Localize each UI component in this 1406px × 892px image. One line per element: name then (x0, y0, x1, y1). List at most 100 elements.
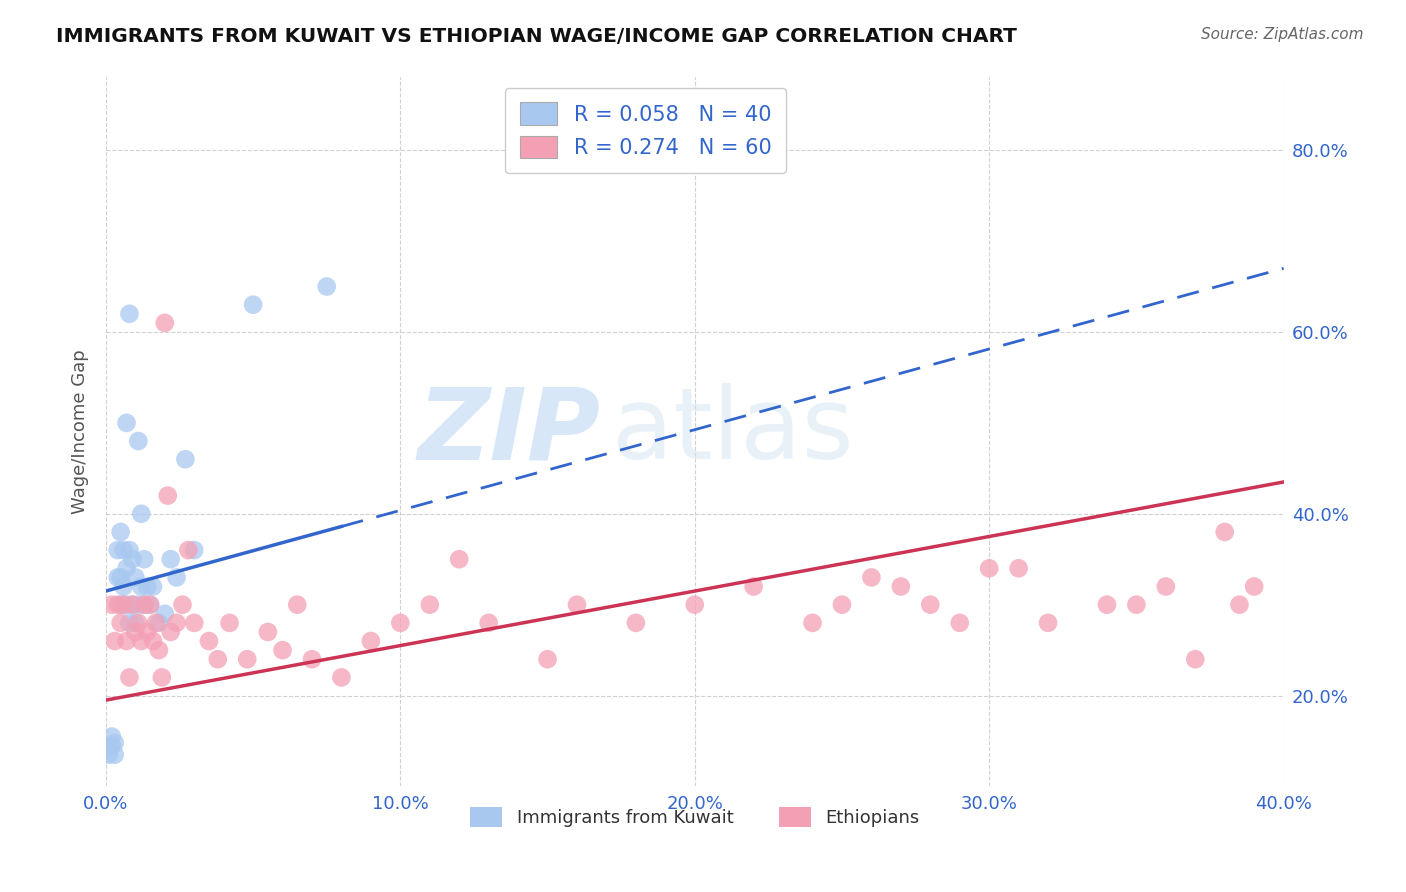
Text: IMMIGRANTS FROM KUWAIT VS ETHIOPIAN WAGE/INCOME GAP CORRELATION CHART: IMMIGRANTS FROM KUWAIT VS ETHIOPIAN WAGE… (56, 27, 1017, 45)
Point (97, 747, 120, 762)
Point (136, 624, 159, 639)
Point (153, 316, 176, 330)
Point (949, 615, 972, 630)
Point (1007, 561, 1029, 575)
Point (104, 747, 127, 762)
Point (315, 279, 337, 293)
Point (271, 643, 294, 657)
Point (218, 615, 240, 630)
Point (127, 615, 149, 630)
Point (742, 580, 765, 594)
Point (118, 615, 141, 630)
Point (134, 598, 156, 612)
Point (177, 543, 200, 558)
Point (121, 598, 143, 612)
Point (129, 634, 152, 648)
Point (801, 615, 824, 630)
Point (166, 570, 188, 584)
Point (112, 598, 135, 612)
Point (890, 580, 912, 594)
Point (145, 615, 167, 630)
Point (624, 615, 647, 630)
Point (110, 598, 132, 612)
Point (159, 624, 181, 639)
Point (129, 507, 152, 521)
Point (134, 552, 156, 566)
Text: atlas: atlas (613, 384, 853, 481)
Point (860, 570, 883, 584)
Point (110, 615, 132, 630)
Point (831, 598, 853, 612)
Point (1125, 598, 1147, 612)
Point (166, 615, 188, 630)
Point (1184, 652, 1206, 666)
Point (115, 598, 138, 612)
Point (127, 598, 149, 612)
Legend: Immigrants from Kuwait, Ethiopians: Immigrants from Kuwait, Ethiopians (463, 800, 927, 834)
Point (112, 580, 135, 594)
Point (104, 736, 127, 750)
Point (134, 598, 156, 612)
Point (107, 598, 129, 612)
Point (449, 552, 471, 566)
Point (112, 543, 135, 558)
Point (101, 730, 124, 744)
Point (242, 298, 264, 312)
Point (207, 652, 229, 666)
Point (118, 307, 141, 321)
Point (330, 670, 353, 684)
Point (1229, 598, 1251, 612)
Point (183, 615, 205, 630)
Point (389, 615, 412, 630)
Point (683, 598, 706, 612)
Point (536, 652, 558, 666)
Point (124, 615, 146, 630)
Point (156, 489, 179, 503)
Point (121, 598, 143, 612)
Point (148, 643, 170, 657)
Point (136, 580, 159, 594)
Point (139, 598, 162, 612)
Point (174, 452, 197, 467)
Point (419, 598, 441, 612)
Point (112, 598, 135, 612)
Point (129, 580, 152, 594)
Point (101, 598, 124, 612)
Point (172, 598, 194, 612)
Point (1095, 598, 1118, 612)
Y-axis label: Wage/Income Gap: Wage/Income Gap (72, 350, 89, 515)
Point (478, 615, 501, 630)
Point (1243, 580, 1265, 594)
Text: ZIP: ZIP (418, 384, 600, 481)
Point (127, 434, 149, 448)
Point (124, 570, 146, 584)
Point (118, 670, 141, 684)
Point (115, 561, 138, 575)
Point (115, 416, 138, 430)
Point (236, 652, 259, 666)
Point (107, 543, 129, 558)
Point (110, 570, 132, 584)
Point (139, 598, 162, 612)
Point (142, 580, 165, 594)
Point (565, 598, 588, 612)
Point (1154, 580, 1177, 594)
Point (153, 607, 176, 621)
Point (142, 634, 165, 648)
Point (110, 524, 132, 539)
Point (159, 552, 181, 566)
Point (979, 561, 1001, 575)
Point (285, 598, 308, 612)
Point (124, 624, 146, 639)
Point (115, 634, 138, 648)
Point (121, 552, 143, 566)
Point (1213, 524, 1236, 539)
Point (101, 739, 124, 753)
Point (104, 634, 127, 648)
Point (360, 634, 382, 648)
Point (183, 543, 205, 558)
Point (198, 634, 221, 648)
Text: Source: ZipAtlas.com: Source: ZipAtlas.com (1201, 27, 1364, 42)
Point (256, 624, 278, 639)
Point (301, 652, 323, 666)
